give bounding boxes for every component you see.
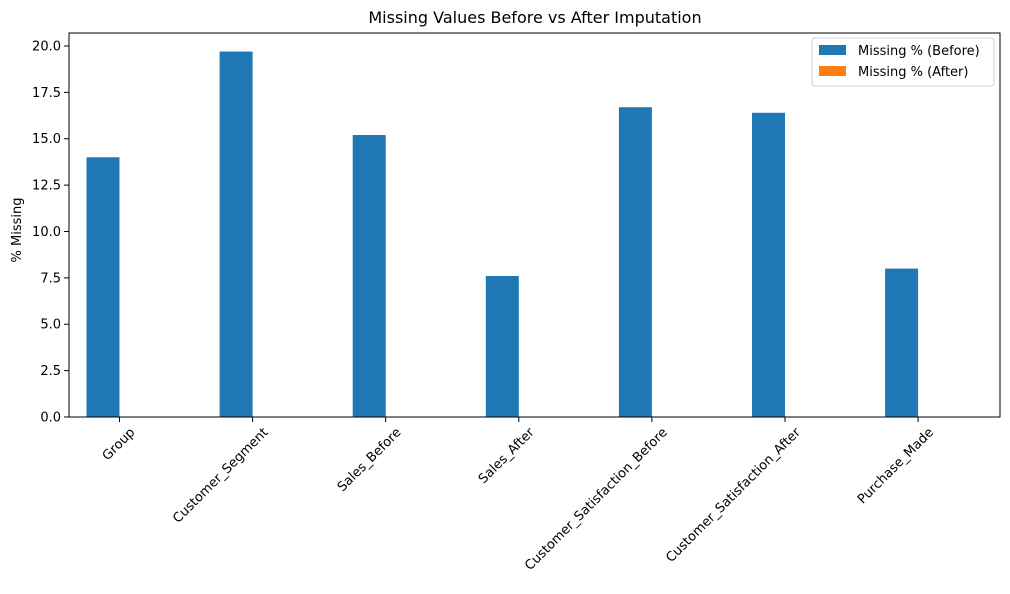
y-tick-label: 0.0 <box>40 411 61 426</box>
legend-box <box>811 37 995 87</box>
x-tick-label: Customer_Satisfaction_After <box>663 425 804 566</box>
y-tick-label: 20.0 <box>32 39 61 54</box>
x-tick-label: Purchase_Made <box>855 425 937 507</box>
bar-before-group <box>86 157 120 417</box>
y-tick-label: 7.5 <box>40 271 61 286</box>
chart-title: Missing Values Before vs After Imputatio… <box>368 8 701 27</box>
y-axis-label: % Missing <box>10 198 25 263</box>
legend-label-after: Missing % (After) <box>858 65 968 80</box>
y-tick-label: 17.5 <box>32 86 61 101</box>
bar-before-customer-satisfaction-after <box>752 112 785 417</box>
x-tick-label: Customer_Segment <box>170 425 271 526</box>
y-tick-label: 12.5 <box>32 179 61 194</box>
x-tick-label: Sales_After <box>476 425 538 487</box>
bar-before-customer-segment <box>219 51 253 418</box>
x-tick-label: Customer_Satisfaction_Before <box>522 425 670 573</box>
legend: Missing % (Before) Missing % (After) <box>811 37 995 87</box>
y-tick-label: 10.0 <box>32 225 61 240</box>
y-tick-label: 15.0 <box>32 132 61 147</box>
legend-swatch-before <box>819 45 846 55</box>
x-tick-label: Group <box>100 425 139 464</box>
y-tick-label: 2.5 <box>40 364 61 379</box>
bars-group <box>86 51 919 418</box>
x-tick-label: Sales_Before <box>335 425 405 495</box>
x-axis: Group Customer_Segment Sales_Before Sales_A… <box>100 417 937 574</box>
legend-label-before: Missing % (Before) <box>858 44 980 59</box>
plot-area-frame <box>68 32 1001 418</box>
legend-swatch-after <box>819 66 846 76</box>
y-axis: 0.0 2.5 5.0 7.5 10.0 12.5 15.0 17.5 20.0 <box>32 39 69 426</box>
y-tick-label: 5.0 <box>40 318 61 333</box>
bar-before-sales-after <box>485 276 519 417</box>
bar-before-sales-before <box>352 135 386 417</box>
bar-before-purchase-made <box>885 268 919 417</box>
bar-before-customer-satisfaction-before <box>618 107 652 418</box>
